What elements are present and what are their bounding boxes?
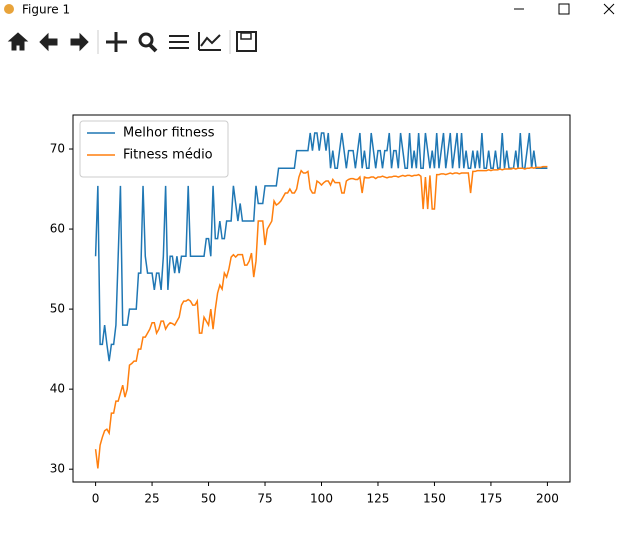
x-tick-label: 150 [423, 492, 446, 506]
app-icon [4, 4, 14, 14]
zoom-button[interactable] [138, 32, 158, 53]
home-button[interactable] [7, 32, 29, 51]
y-tick-label: 60 [50, 222, 65, 236]
legend-label: Melhor fitness [123, 126, 215, 141]
data-line [94, 165, 548, 469]
close-button[interactable] [603, 3, 615, 15]
window-title: Figure 1 [22, 3, 70, 17]
legend-box [79, 120, 229, 178]
back-button[interactable] [39, 32, 58, 52]
x-tick-label: 200 [536, 492, 559, 506]
toolbar [7, 30, 257, 54]
x-tick-label: 100 [310, 492, 333, 506]
pan-button[interactable] [106, 32, 127, 52]
x-tick-label: 125 [367, 492, 390, 506]
legend-label: Fitness médio [123, 148, 213, 163]
forward-button[interactable] [70, 32, 89, 52]
x-tick-label: 50 [201, 492, 216, 506]
data-line [94, 132, 548, 362]
y-tick-label: 50 [50, 302, 65, 316]
y-tick-label: 30 [50, 462, 65, 476]
x-tick-label: 175 [479, 492, 502, 506]
y-tick-label: 70 [50, 142, 65, 156]
y-tick-label: 40 [50, 382, 65, 396]
edit-axes-button[interactable] [198, 32, 221, 51]
configure-button[interactable] [169, 35, 189, 49]
maximize-button[interactable] [558, 3, 570, 15]
x-tick-label: 75 [257, 492, 272, 506]
save-button[interactable] [236, 31, 257, 52]
x-tick-label: 0 [92, 492, 100, 506]
x-tick-label: 25 [144, 492, 159, 506]
